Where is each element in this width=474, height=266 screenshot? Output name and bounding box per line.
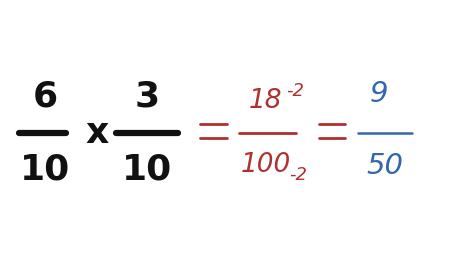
Text: 100: 100 xyxy=(240,152,291,178)
Text: 9: 9 xyxy=(370,81,389,109)
Text: 18: 18 xyxy=(249,88,282,114)
Text: -2: -2 xyxy=(286,81,304,99)
Text: x: x xyxy=(85,116,109,150)
Text: 3: 3 xyxy=(134,80,160,114)
Text: 6: 6 xyxy=(32,80,58,114)
Text: 50: 50 xyxy=(366,152,403,181)
Text: 10: 10 xyxy=(20,152,70,186)
Text: -2: -2 xyxy=(290,167,308,185)
Text: 10: 10 xyxy=(122,152,172,186)
